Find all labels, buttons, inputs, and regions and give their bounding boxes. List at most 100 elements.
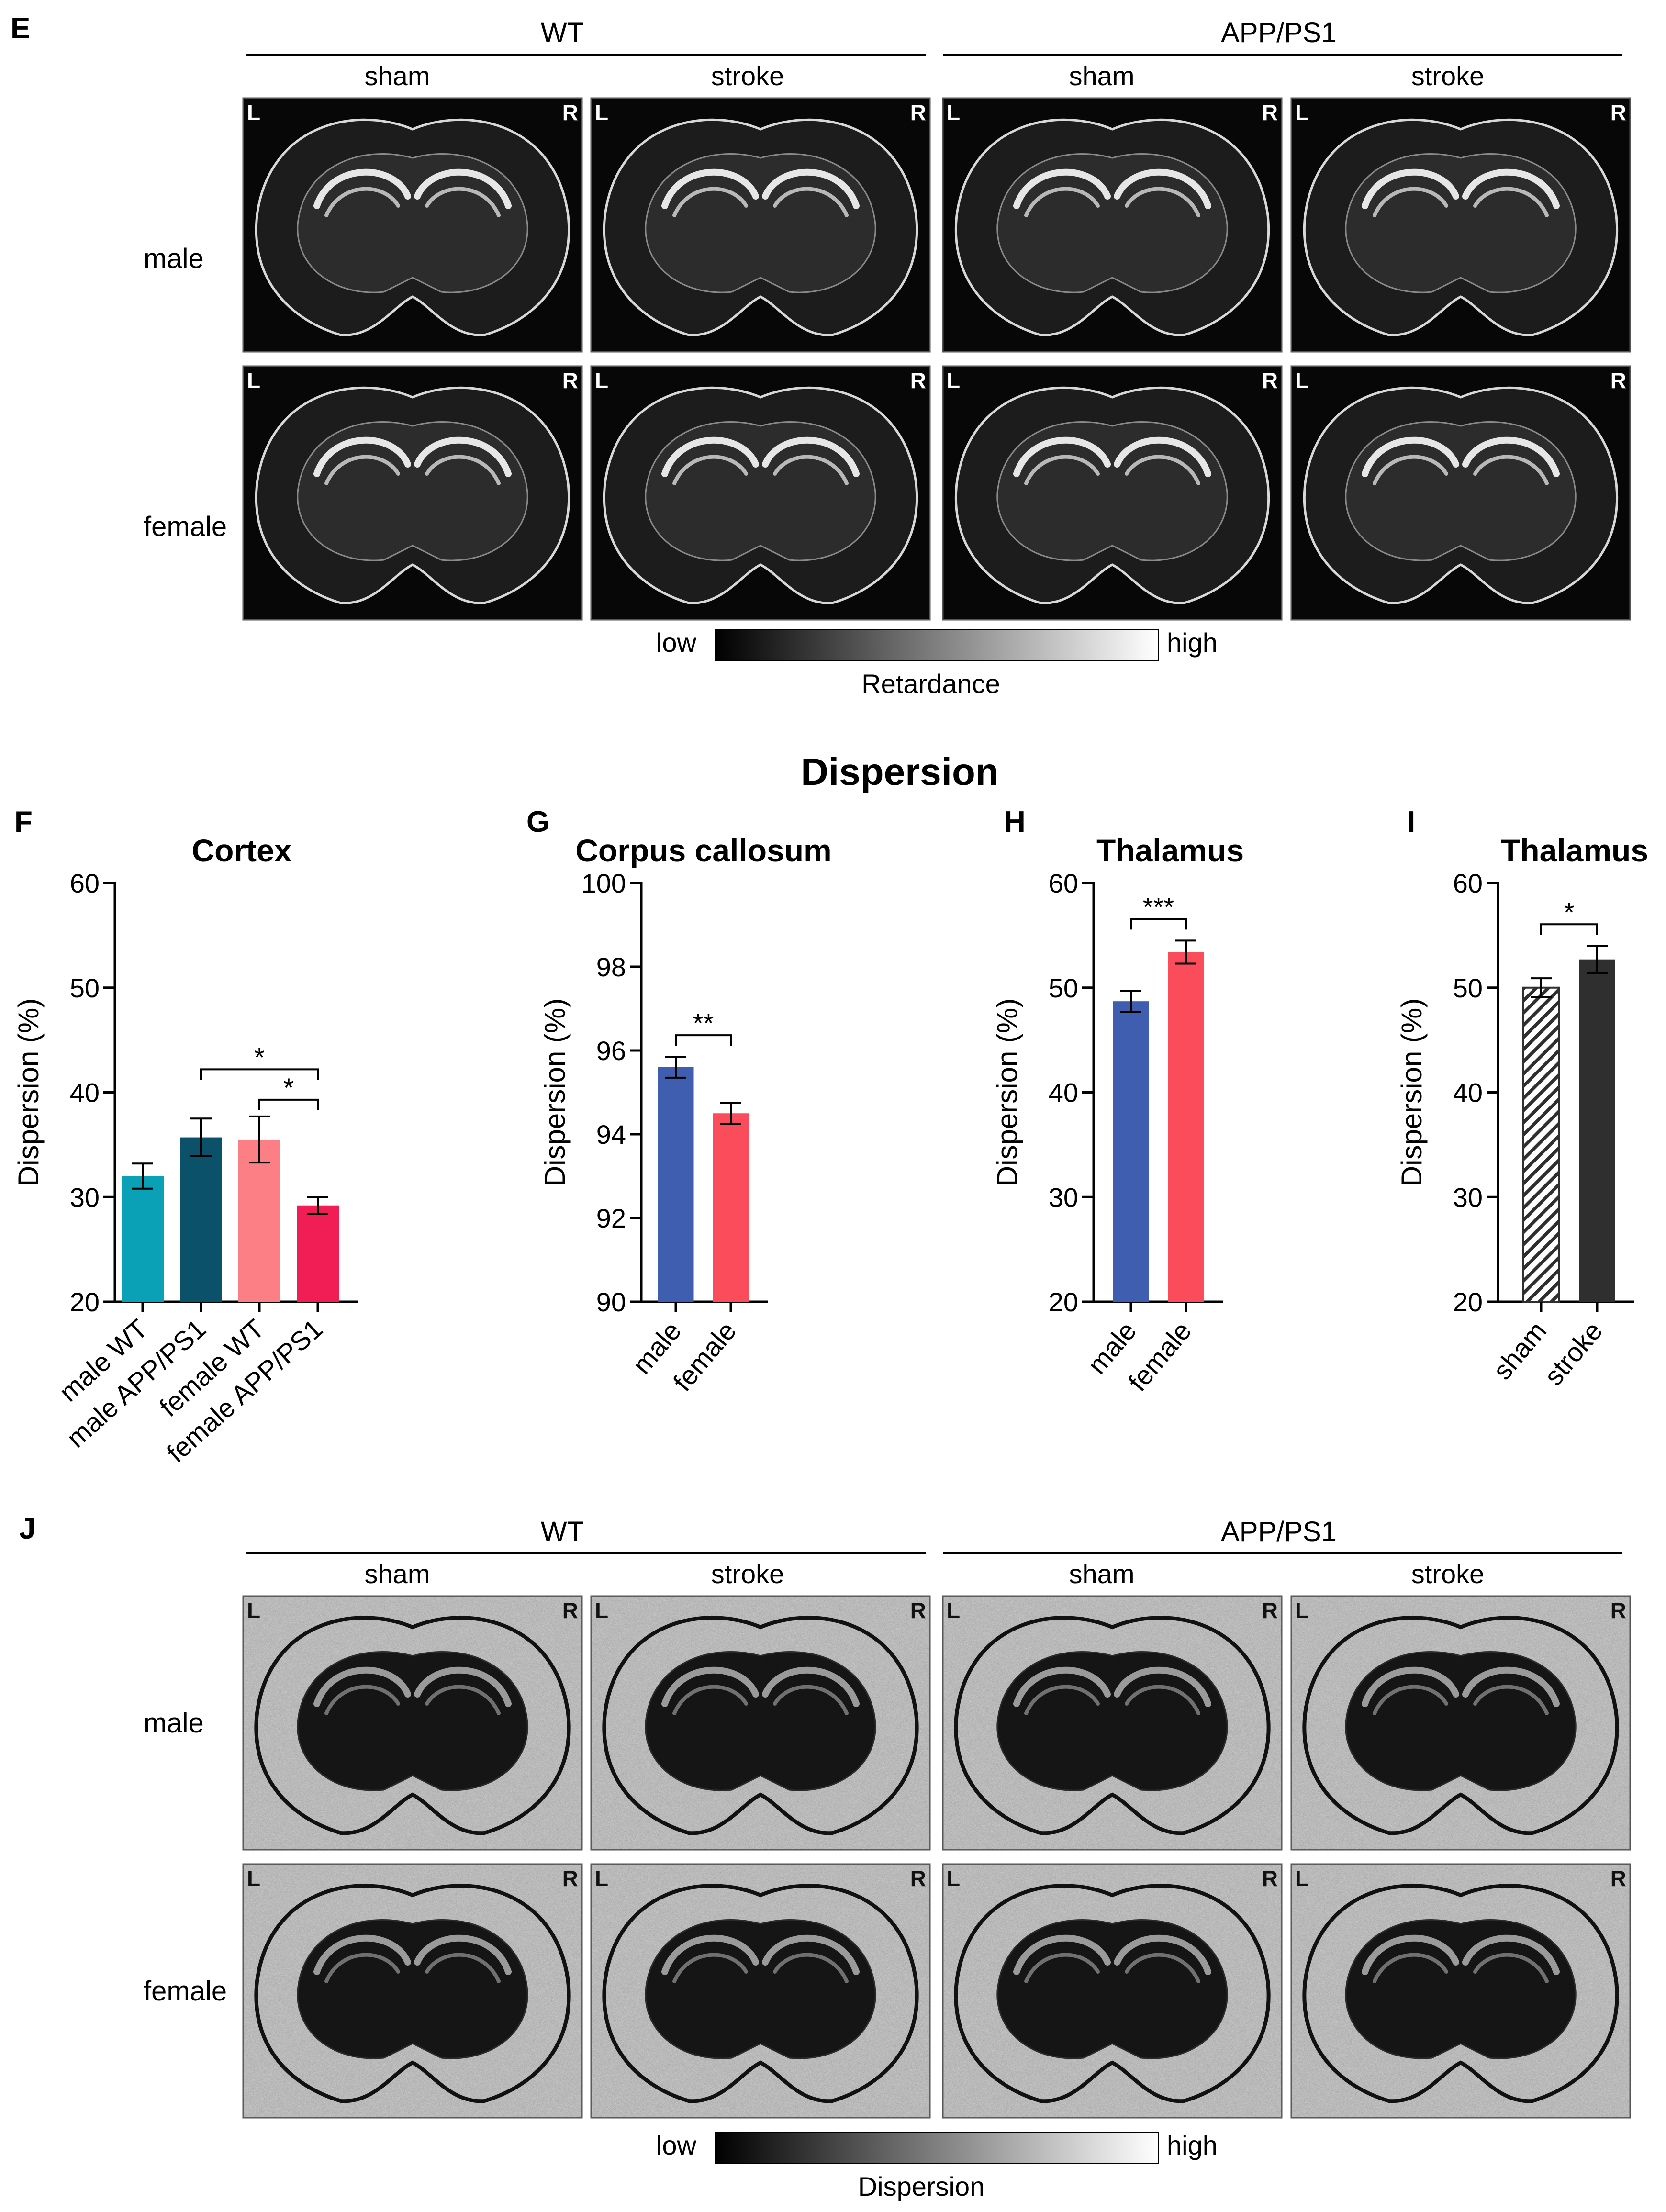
side-label-right: R [1262,368,1278,393]
y-tick-label: 30 [1049,1182,1078,1212]
brain-tissue [297,153,528,293]
hippocampus-shape [313,436,512,477]
side-label-right: R [562,1598,578,1623]
y-tick-label: 60 [70,868,100,898]
brain-tissue [1345,421,1577,561]
panel-letter: H [1004,805,1026,838]
y-tick-label: 20 [1049,1287,1078,1317]
bar [1579,959,1615,1302]
y-axis-label: Dispersion (%) [1396,998,1428,1186]
bar [1113,1001,1149,1302]
side-label-left: L [947,100,960,125]
hippocampus-inner [1373,455,1549,485]
side-label-right: R [910,1598,926,1623]
brain-tissue [1345,1651,1577,1791]
hippocampus-inner [324,1953,501,1983]
side-label-left: L [947,1866,960,1891]
side-label-left: L [1295,368,1308,393]
hippocampus-inner [324,455,501,485]
chart-g: G Corpus callosum 90 92 94 96 98 100 Dispersion … [526,805,832,1396]
condition-label: stroke [1411,1559,1485,1589]
retardance-image-grid: L R L R L R L RL R L R L R L R [242,97,1631,621]
row-label-female: female [144,1976,227,2007]
hippocampus-shape [313,1934,512,1975]
y-tick-label: 50 [70,973,100,1003]
chart-title: Cortex [191,833,291,868]
hippocampus-shape [1362,436,1560,477]
brain-tissue [645,421,876,561]
brain-tissue [996,153,1228,293]
y-tick-label: 40 [1049,1078,1078,1108]
y-tick-label: 92 [596,1203,626,1233]
hippocampus-shape [1362,168,1560,209]
side-label-left: L [595,100,608,125]
side-label-left: L [1295,100,1308,125]
x-tick-label: female [1122,1316,1197,1396]
group-label-wt: WT [541,17,584,48]
side-label-right: R [1610,100,1626,125]
side-label-right: R [1262,1866,1278,1891]
hippocampus-shape [313,1666,512,1707]
side-label-left: L [247,1866,260,1891]
side-label-right: R [1262,1598,1278,1623]
hippocampus-inner [1024,455,1200,485]
hippocampus-inner [324,1685,501,1715]
hippocampus-inner [1024,187,1200,217]
bar [180,1137,222,1302]
group-label-app: APP/PS1 [1221,17,1337,48]
significance-label: ** [693,1008,714,1038]
brain-outline [254,1616,571,1835]
side-label-left: L [1295,1598,1308,1623]
y-tick-label: 60 [1453,868,1483,898]
y-axis-label: Dispersion (%) [539,998,571,1186]
scale-low-label: low [656,2130,697,2160]
x-tick-label: stroke [1538,1316,1608,1391]
hippocampus-shape [1013,1666,1211,1707]
side-label-right: R [910,100,926,125]
chart-title: Thalamus [1501,833,1648,868]
hippocampus-shape [1013,168,1211,209]
y-axis-label: Dispersion (%) [12,998,45,1186]
panel-letter-e: E [11,12,30,45]
y-tick-label: 98 [596,952,626,982]
y-tick-label: 94 [596,1119,626,1150]
brain-tissue [996,1651,1228,1791]
y-tick-label: 50 [1453,973,1483,1003]
side-label-left: L [595,368,608,393]
condition-label: sham [365,1559,430,1589]
side-label-right: R [1610,1866,1626,1891]
bar [1522,986,1560,1303]
condition-label: stroke [711,61,784,91]
bar [1168,952,1204,1302]
y-tick-label: 40 [1453,1078,1483,1108]
brain-outline [1302,1616,1619,1835]
panel-letter: I [1407,805,1415,838]
row-label-male: male [144,243,204,274]
condition-label: sham [365,61,430,91]
scale-title: Retardance [861,669,1000,699]
bar [713,1113,749,1302]
hippocampus-inner [324,187,501,217]
hippocampus-shape [313,168,512,209]
hippocampus-shape [1013,436,1211,477]
bar [238,1139,280,1302]
brain-outline [602,1884,919,2103]
brain-outline [1302,1884,1619,2103]
significance-bracket [675,1034,732,1046]
y-tick-label: 30 [70,1182,100,1212]
group-label-wt: WT [541,1516,584,1547]
y-tick-label: 50 [1049,973,1078,1003]
bar [658,1067,694,1302]
side-label-left: L [247,100,260,125]
panel-letter: G [526,805,549,838]
